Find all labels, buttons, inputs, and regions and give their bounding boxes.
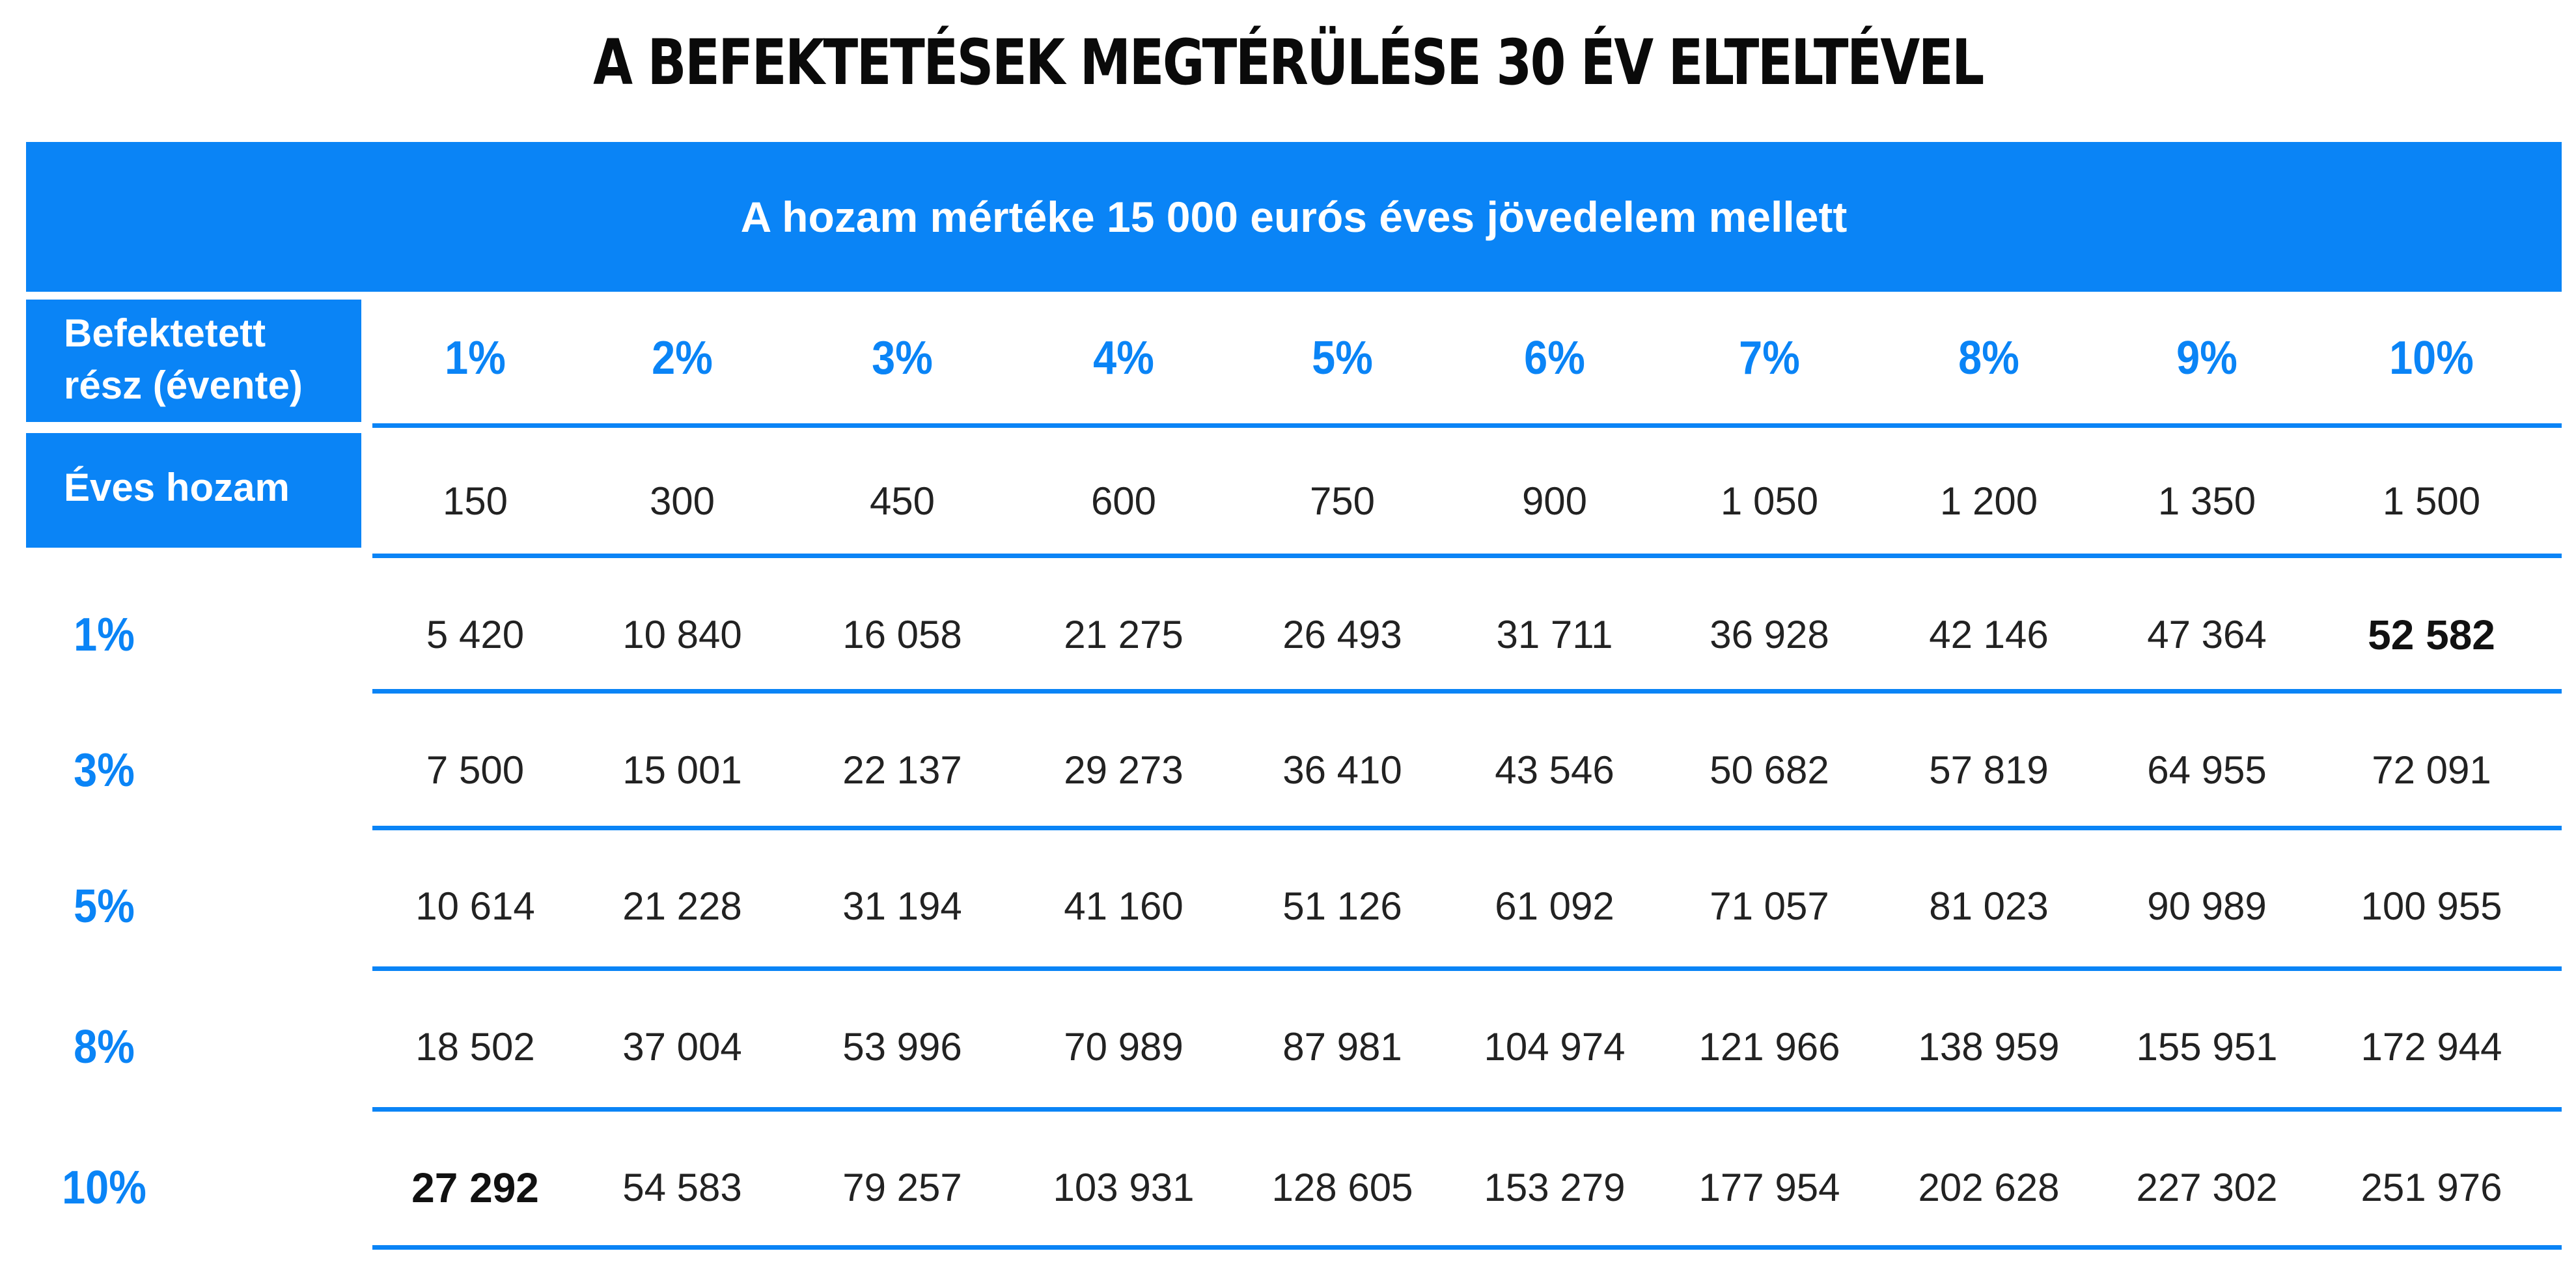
table-cell: 22 137 <box>842 748 962 792</box>
table-cell: 18 502 <box>415 1025 535 1069</box>
row-divider <box>372 966 2562 971</box>
table-cell: 79 257 <box>842 1166 962 1209</box>
table-cell: 227 302 <box>2136 1166 2278 1209</box>
row-header: 5% <box>74 880 135 933</box>
row-divider <box>372 689 2562 694</box>
column-header: 4% <box>1093 332 1154 384</box>
annual-return-cell: 300 <box>649 479 715 523</box>
table-cell: 71 057 <box>1710 884 1829 928</box>
annual-return-cell: 1 500 <box>2382 479 2481 523</box>
table-cell: 251 976 <box>2361 1166 2502 1209</box>
table-cell: 103 931 <box>1053 1166 1195 1209</box>
table-cell: 121 966 <box>1698 1025 1840 1069</box>
column-header: 5% <box>1312 332 1373 384</box>
annual-return-cell: 1 050 <box>1720 479 1819 523</box>
table-header-band: A hozam mértéke 15 000 eurós éves jövede… <box>26 142 2562 292</box>
column-header: 9% <box>2176 332 2237 384</box>
table-cell: 31 711 <box>1496 613 1613 656</box>
column-header: 3% <box>872 332 933 384</box>
invested-share-label: Befektetett rész (évente) <box>26 300 361 422</box>
column-header: 2% <box>652 332 713 384</box>
table-cell: 61 092 <box>1495 884 1614 928</box>
table-cell: 177 954 <box>1698 1166 1840 1209</box>
table-cell: 42 146 <box>1929 613 2049 656</box>
table-cell: 41 160 <box>1064 884 1184 928</box>
table-cell: 50 682 <box>1710 748 1829 792</box>
table-cell: 70 989 <box>1064 1025 1184 1069</box>
row-header: 3% <box>74 744 135 796</box>
table-cell: 37 004 <box>622 1025 742 1069</box>
table-cell: 10 840 <box>622 613 742 656</box>
table-cell: 155 951 <box>2136 1025 2278 1069</box>
table-cell: 153 279 <box>1484 1166 1626 1209</box>
table-cell: 87 981 <box>1282 1025 1402 1069</box>
column-header: 1% <box>445 332 506 384</box>
table-cell: 100 955 <box>2361 884 2502 928</box>
table-cell: 53 996 <box>842 1025 962 1069</box>
row-divider <box>372 1107 2562 1112</box>
column-header: 6% <box>1524 332 1585 384</box>
page-title: A BEFEKTETÉSEK MEGTÉRÜLÉSE 30 ÉV ELTELTÉ… <box>593 26 1984 99</box>
row-divider <box>372 423 2562 428</box>
annual-return-cell: 450 <box>869 479 935 523</box>
table-cell: 36 928 <box>1710 613 1829 656</box>
table-cell: 47 364 <box>2147 613 2267 656</box>
annual-return-cell: 150 <box>442 479 508 523</box>
row-header: 1% <box>74 609 135 661</box>
table-cell: 7 500 <box>426 748 525 792</box>
table-cell: 43 546 <box>1495 748 1614 792</box>
table-cell: 64 955 <box>2147 748 2267 792</box>
invested-share-label-line1: Befektetett <box>64 311 266 355</box>
table-cell: 138 959 <box>1918 1025 2060 1069</box>
annual-return-cell: 1 200 <box>1939 479 2038 523</box>
table-cell: 15 001 <box>622 748 742 792</box>
invested-share-label-line2: rész (évente) <box>64 363 303 407</box>
table-cell: 5 420 <box>426 613 525 656</box>
column-header: 7% <box>1739 332 1800 384</box>
table-cell: 31 194 <box>842 884 962 928</box>
table-cell: 81 023 <box>1929 884 2049 928</box>
row-header: 10% <box>62 1162 146 1214</box>
annual-return-label-text: Éves hozam <box>64 466 290 509</box>
table-cell: 52 582 <box>2368 611 2495 658</box>
annual-return-label: Éves hozam <box>26 433 361 548</box>
table-cell: 10 614 <box>415 884 535 928</box>
column-header: 10% <box>2389 332 2474 384</box>
column-header: 8% <box>1958 332 2019 384</box>
table-cell: 172 944 <box>2361 1025 2502 1069</box>
row-divider <box>372 1245 2562 1250</box>
table-cell: 21 275 <box>1064 613 1184 656</box>
table-subtitle: A hozam mértéke 15 000 eurós éves jövede… <box>740 193 1848 241</box>
table-cell: 90 989 <box>2147 884 2267 928</box>
table-cell: 36 410 <box>1282 748 1402 792</box>
table-cell: 104 974 <box>1484 1025 1626 1069</box>
table-cell: 202 628 <box>1918 1166 2060 1209</box>
row-divider <box>372 826 2562 830</box>
table-cell: 26 493 <box>1282 613 1402 656</box>
table-cell: 57 819 <box>1929 748 2049 792</box>
table-cell: 29 273 <box>1064 748 1184 792</box>
row-divider <box>372 554 2562 558</box>
table-cell: 128 605 <box>1271 1166 1413 1209</box>
annual-return-cell: 600 <box>1090 479 1157 523</box>
table-cell: 51 126 <box>1282 884 1402 928</box>
annual-return-cell: 1 350 <box>2157 479 2256 523</box>
table-cell: 21 228 <box>622 884 742 928</box>
table-cell: 27 292 <box>411 1164 539 1211</box>
table-cell: 16 058 <box>842 613 962 656</box>
table-cell: 72 091 <box>2372 748 2491 792</box>
row-header: 8% <box>74 1021 135 1073</box>
annual-return-cell: 900 <box>1521 479 1588 523</box>
table-cell: 54 583 <box>622 1166 742 1209</box>
annual-return-cell: 750 <box>1309 479 1376 523</box>
